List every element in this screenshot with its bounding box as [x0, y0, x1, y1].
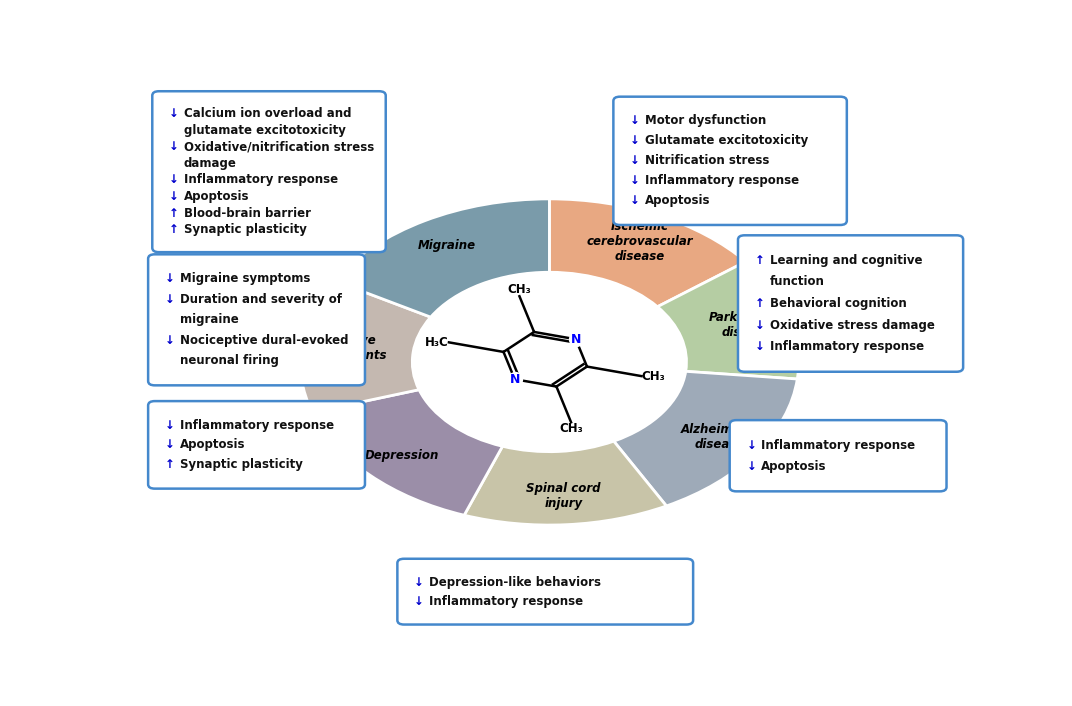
Text: ↓: ↓: [165, 273, 175, 285]
Text: function: function: [770, 275, 824, 288]
Text: Behavioral cognition: Behavioral cognition: [770, 297, 906, 310]
Text: Inflammatory response: Inflammatory response: [429, 594, 583, 608]
Text: Learning and cognitive: Learning and cognitive: [770, 253, 922, 267]
Text: ↓: ↓: [169, 190, 179, 203]
Text: ↑: ↑: [755, 297, 764, 310]
Wedge shape: [300, 280, 431, 412]
Text: Migraine symptoms: Migraine symptoms: [180, 273, 310, 285]
FancyBboxPatch shape: [148, 254, 364, 385]
Text: Synaptic plasticity: Synaptic plasticity: [180, 458, 302, 471]
FancyBboxPatch shape: [152, 91, 386, 252]
Text: ↑: ↑: [169, 223, 179, 237]
Wedge shape: [657, 261, 799, 379]
Wedge shape: [312, 390, 503, 515]
Text: ↓: ↓: [169, 140, 179, 153]
Text: Blood-brain barrier: Blood-brain barrier: [184, 207, 311, 220]
Text: Calcium ion overload and: Calcium ion overload and: [184, 107, 352, 120]
Text: Nitrification stress: Nitrification stress: [645, 155, 770, 167]
Text: damage: damage: [184, 157, 237, 170]
Text: ↑: ↑: [755, 253, 764, 267]
Text: ↓: ↓: [414, 594, 423, 608]
Text: Cognitive
impairments: Cognitive impairments: [303, 334, 387, 362]
Text: ↓: ↓: [746, 438, 756, 452]
Text: ↑: ↑: [169, 207, 179, 220]
Text: Inflammatory response: Inflammatory response: [645, 174, 799, 187]
Text: ↓: ↓: [755, 340, 764, 353]
Text: ↓: ↓: [165, 293, 175, 306]
Text: Alzheimer’s
disease: Alzheimer’s disease: [681, 423, 759, 451]
Text: ↑: ↑: [165, 458, 175, 471]
Text: Oxidative/nitrification stress: Oxidative/nitrification stress: [184, 140, 374, 153]
Text: CH₃: CH₃: [560, 422, 583, 436]
Text: ↓: ↓: [165, 334, 175, 347]
Text: Apoptosis: Apoptosis: [184, 190, 250, 203]
FancyBboxPatch shape: [730, 420, 947, 491]
Text: N: N: [570, 333, 581, 346]
Circle shape: [413, 273, 686, 452]
Text: Inflammatory response: Inflammatory response: [770, 340, 924, 353]
Text: ↓: ↓: [165, 419, 175, 431]
Text: N: N: [509, 373, 520, 385]
FancyBboxPatch shape: [398, 558, 694, 625]
Text: CH₃: CH₃: [507, 283, 532, 297]
Text: Parkinson’s
disease: Parkinson’s disease: [709, 311, 786, 339]
Text: Apoptosis: Apoptosis: [645, 194, 711, 208]
Text: Depression: Depression: [364, 449, 438, 462]
Text: Spinal cord
injury: Spinal cord injury: [526, 482, 601, 510]
Text: glutamate excitotoxicity: glutamate excitotoxicity: [184, 124, 346, 137]
Text: ↓: ↓: [630, 155, 640, 167]
Wedge shape: [333, 199, 549, 317]
Text: Migraine: Migraine: [417, 239, 476, 252]
Text: ↓: ↓: [165, 438, 175, 451]
FancyBboxPatch shape: [148, 401, 364, 489]
Text: ↓: ↓: [630, 174, 640, 187]
Text: CH₃: CH₃: [641, 370, 666, 383]
Text: Inflammatory response: Inflammatory response: [761, 438, 915, 452]
Text: Apoptosis: Apoptosis: [180, 438, 245, 451]
Text: ↓: ↓: [414, 576, 423, 589]
Text: Inflammatory response: Inflammatory response: [184, 174, 338, 186]
Text: ↓: ↓: [169, 107, 179, 120]
Text: Apoptosis: Apoptosis: [761, 460, 827, 473]
Text: Duration and severity of: Duration and severity of: [180, 293, 342, 306]
Text: ↓: ↓: [746, 460, 756, 473]
Text: migraine: migraine: [180, 313, 238, 326]
Wedge shape: [464, 441, 667, 525]
Text: ↓: ↓: [169, 174, 179, 186]
Text: Glutamate excitotoxicity: Glutamate excitotoxicity: [645, 134, 808, 148]
Wedge shape: [550, 199, 746, 306]
Wedge shape: [614, 371, 798, 506]
Text: Depression-like behaviors: Depression-like behaviors: [429, 576, 601, 589]
Text: ↓: ↓: [630, 114, 640, 127]
Text: neuronal firing: neuronal firing: [180, 354, 279, 367]
Text: ↓: ↓: [630, 134, 640, 148]
Text: Synaptic plasticity: Synaptic plasticity: [184, 223, 307, 237]
FancyBboxPatch shape: [738, 235, 963, 372]
Text: Ischemic
cerebrovascular
disease: Ischemic cerebrovascular disease: [586, 220, 693, 263]
Text: ↓: ↓: [630, 194, 640, 208]
Text: H₃C: H₃C: [426, 336, 449, 349]
Text: ↓: ↓: [755, 318, 764, 332]
Text: Motor dysfunction: Motor dysfunction: [645, 114, 766, 127]
Text: Oxidative stress damage: Oxidative stress damage: [770, 318, 935, 332]
Text: Inflammatory response: Inflammatory response: [180, 419, 333, 431]
FancyBboxPatch shape: [613, 97, 847, 225]
Text: Nociceptive dural-evoked: Nociceptive dural-evoked: [180, 334, 348, 347]
